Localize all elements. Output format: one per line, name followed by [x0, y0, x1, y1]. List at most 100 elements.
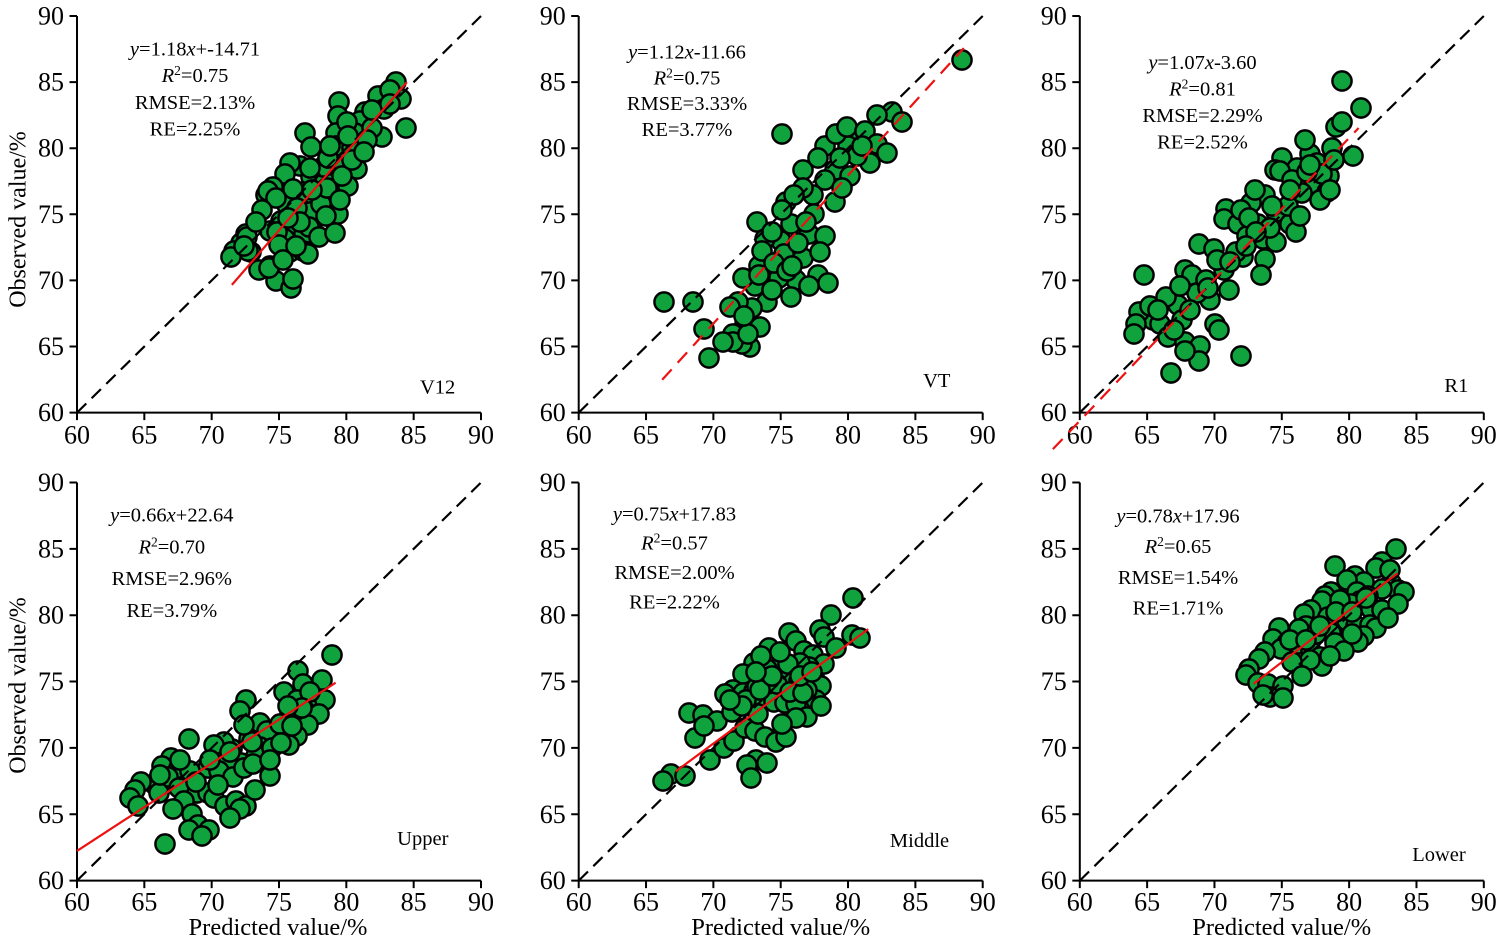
- svg-text:75: 75: [1269, 888, 1295, 917]
- svg-text:R2=0.75: R2=0.75: [161, 63, 229, 87]
- svg-text:70: 70: [199, 421, 225, 450]
- svg-text:85: 85: [38, 68, 64, 97]
- svg-text:y=1.18x+-14.71: y=1.18x+-14.71: [128, 39, 260, 61]
- svg-text:90: 90: [970, 421, 996, 450]
- svg-text:RMSE=2.96%: RMSE=2.96%: [112, 568, 232, 590]
- svg-text:85: 85: [1041, 68, 1067, 97]
- svg-text:85: 85: [540, 68, 566, 97]
- svg-text:R2=0.65: R2=0.65: [1144, 534, 1212, 558]
- svg-text:Predicted value/%: Predicted value/%: [1192, 914, 1371, 941]
- svg-text:y=1.12x-11.66: y=1.12x-11.66: [626, 42, 746, 64]
- svg-text:60: 60: [1041, 866, 1067, 895]
- svg-text:RE=2.25%: RE=2.25%: [150, 118, 241, 140]
- svg-text:Predicted value/%: Predicted value/%: [691, 914, 870, 941]
- svg-text:70: 70: [199, 888, 225, 917]
- svg-text:Upper: Upper: [397, 828, 448, 850]
- svg-text:75: 75: [1041, 667, 1067, 696]
- svg-text:y=0.78x+17.96: y=0.78x+17.96: [1114, 506, 1239, 528]
- svg-text:85: 85: [1041, 534, 1067, 563]
- svg-text:Observed value/%: Observed value/%: [6, 597, 32, 774]
- svg-text:90: 90: [468, 421, 494, 450]
- svg-text:80: 80: [1336, 888, 1362, 917]
- svg-text:65: 65: [1134, 421, 1160, 450]
- svg-text:75: 75: [540, 200, 566, 229]
- svg-text:85: 85: [902, 888, 928, 917]
- svg-text:RE=1.71%: RE=1.71%: [1133, 598, 1224, 620]
- svg-text:70: 70: [700, 888, 726, 917]
- svg-text:90: 90: [540, 2, 566, 31]
- svg-text:60: 60: [540, 398, 566, 427]
- svg-text:75: 75: [38, 667, 64, 696]
- svg-text:60: 60: [1067, 421, 1093, 450]
- svg-text:70: 70: [1201, 421, 1227, 450]
- svg-text:R2=0.75: R2=0.75: [653, 65, 721, 89]
- svg-text:65: 65: [540, 800, 566, 829]
- svg-text:70: 70: [700, 421, 726, 450]
- svg-text:85: 85: [401, 888, 427, 917]
- svg-text:y=1.07x-3.60: y=1.07x-3.60: [1146, 52, 1256, 74]
- svg-text:65: 65: [1041, 332, 1067, 361]
- svg-text:75: 75: [38, 200, 64, 229]
- svg-text:80: 80: [38, 601, 64, 630]
- svg-text:65: 65: [131, 888, 157, 917]
- svg-text:75: 75: [1269, 421, 1295, 450]
- svg-text:Observed value/%: Observed value/%: [6, 131, 32, 308]
- svg-text:RE=3.79%: RE=3.79%: [126, 600, 217, 622]
- svg-text:60: 60: [566, 421, 592, 450]
- svg-text:VT: VT: [923, 370, 951, 392]
- svg-text:60: 60: [540, 866, 566, 895]
- svg-text:75: 75: [1041, 200, 1067, 229]
- svg-text:85: 85: [38, 534, 64, 563]
- svg-text:70: 70: [540, 733, 566, 762]
- svg-text:65: 65: [38, 332, 64, 361]
- svg-text:60: 60: [566, 888, 592, 917]
- svg-text:Lower: Lower: [1412, 844, 1466, 866]
- svg-text:85: 85: [1403, 888, 1429, 917]
- svg-text:RMSE=2.13%: RMSE=2.13%: [135, 92, 255, 114]
- svg-text:R2=0.57: R2=0.57: [640, 531, 708, 555]
- svg-text:80: 80: [1041, 601, 1067, 630]
- svg-text:90: 90: [1041, 2, 1067, 31]
- svg-text:RMSE=3.33%: RMSE=3.33%: [627, 93, 747, 115]
- svg-text:65: 65: [633, 888, 659, 917]
- svg-text:Predicted value/%: Predicted value/%: [189, 914, 368, 941]
- svg-text:y=0.66x+22.64: y=0.66x+22.64: [108, 505, 233, 527]
- svg-text:60: 60: [38, 866, 64, 895]
- svg-text:65: 65: [38, 800, 64, 829]
- svg-text:60: 60: [64, 421, 90, 450]
- svg-text:75: 75: [266, 888, 292, 917]
- svg-text:80: 80: [835, 888, 861, 917]
- svg-text:85: 85: [902, 421, 928, 450]
- svg-text:90: 90: [38, 2, 64, 31]
- svg-text:R1: R1: [1444, 375, 1468, 397]
- svg-text:80: 80: [38, 134, 64, 163]
- svg-text:RMSE=2.00%: RMSE=2.00%: [614, 562, 734, 584]
- svg-text:70: 70: [1041, 266, 1067, 295]
- svg-text:90: 90: [970, 888, 996, 917]
- svg-text:80: 80: [540, 601, 566, 630]
- svg-text:90: 90: [540, 468, 566, 497]
- svg-text:V12: V12: [420, 377, 455, 399]
- svg-text:RMSE=2.29%: RMSE=2.29%: [1142, 105, 1262, 127]
- svg-text:85: 85: [540, 534, 566, 563]
- svg-text:RE=2.22%: RE=2.22%: [629, 592, 720, 614]
- svg-text:65: 65: [1134, 888, 1160, 917]
- svg-text:85: 85: [1403, 421, 1429, 450]
- svg-text:R2=0.81: R2=0.81: [1168, 77, 1236, 101]
- svg-text:90: 90: [1471, 421, 1497, 450]
- svg-text:70: 70: [1041, 733, 1067, 762]
- svg-text:90: 90: [468, 888, 494, 917]
- svg-text:75: 75: [540, 667, 566, 696]
- svg-text:80: 80: [333, 888, 359, 917]
- svg-text:65: 65: [131, 421, 157, 450]
- svg-text:75: 75: [768, 421, 794, 450]
- svg-text:70: 70: [38, 266, 64, 295]
- svg-text:90: 90: [38, 468, 64, 497]
- svg-text:60: 60: [1067, 888, 1093, 917]
- svg-text:RE=3.77%: RE=3.77%: [642, 119, 733, 141]
- svg-text:65: 65: [1041, 800, 1067, 829]
- svg-text:80: 80: [1041, 134, 1067, 163]
- svg-text:75: 75: [768, 888, 794, 917]
- svg-text:70: 70: [38, 733, 64, 762]
- svg-text:75: 75: [266, 421, 292, 450]
